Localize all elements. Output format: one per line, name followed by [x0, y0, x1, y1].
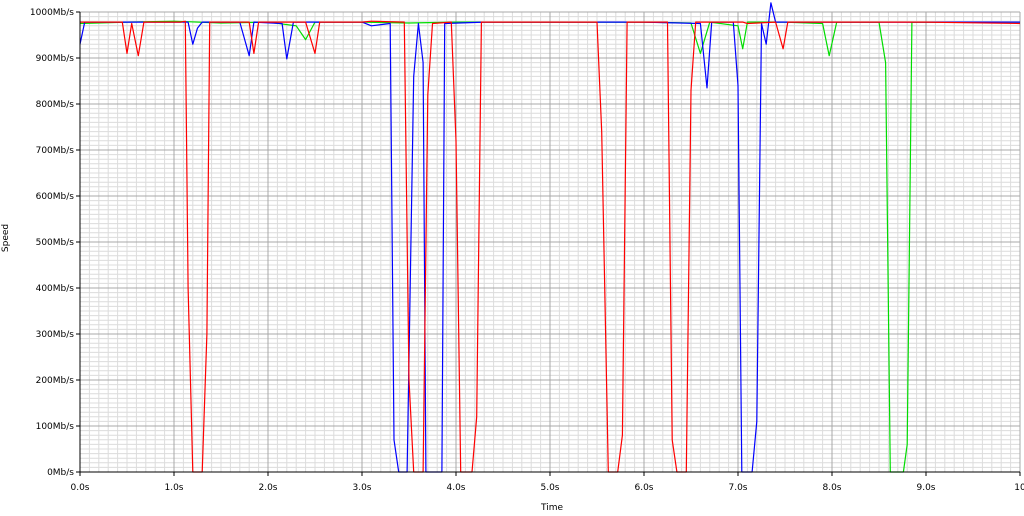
- y-axis-label: Speed: [1, 224, 11, 252]
- axes: [76, 11, 1021, 476]
- x-tick-label: 6.0s: [634, 483, 653, 493]
- x-tick-label: 10: [1014, 483, 1024, 493]
- x-tick-label: 7.0s: [728, 483, 747, 493]
- y-tick-label: 400Mb/s: [36, 284, 75, 294]
- x-axis-label: Time: [540, 503, 563, 512]
- series-line-3: [80, 20, 1021, 473]
- x-tick-label: 3.0s: [352, 483, 371, 493]
- tick-labels: 0.0s 1.0s 2.0s 3.0s 4.0s 5.0s 6.0s 7.0s 8.0s 9.0s…: [30, 8, 1024, 493]
- x-tick-label: 5.0s: [540, 483, 559, 493]
- series-layer: [79, 2, 1021, 473]
- y-tick-label: 900Mb/s: [36, 54, 75, 64]
- y-tick-label: 800Mb/s: [36, 100, 75, 110]
- series-line-2: [79, 2, 1020, 473]
- y-tick-label: 300Mb/s: [36, 330, 75, 340]
- y-tick-label: 200Mb/s: [36, 376, 75, 386]
- series-line-1: [79, 20, 1020, 473]
- y-tick-label: 500Mb/s: [36, 238, 75, 248]
- x-tick-label: 1.0s: [164, 483, 183, 493]
- x-tick-label: 2.0s: [258, 483, 277, 493]
- x-tick-label: 0.0s: [70, 483, 89, 493]
- y-tick-label: 100Mb/s: [36, 422, 75, 432]
- x-tick-label: 9.0s: [916, 483, 935, 493]
- x-tick-label: 8.0s: [822, 483, 841, 493]
- y-tick-label: 1000Mb/s: [30, 8, 74, 18]
- major-grid: [79, 11, 1021, 473]
- y-tick-label: 600Mb/s: [36, 192, 75, 202]
- y-tick-label: 0Mb/s: [47, 468, 74, 478]
- y-tick-label: 700Mb/s: [36, 146, 75, 156]
- x-tick-label: 4.0s: [446, 483, 465, 493]
